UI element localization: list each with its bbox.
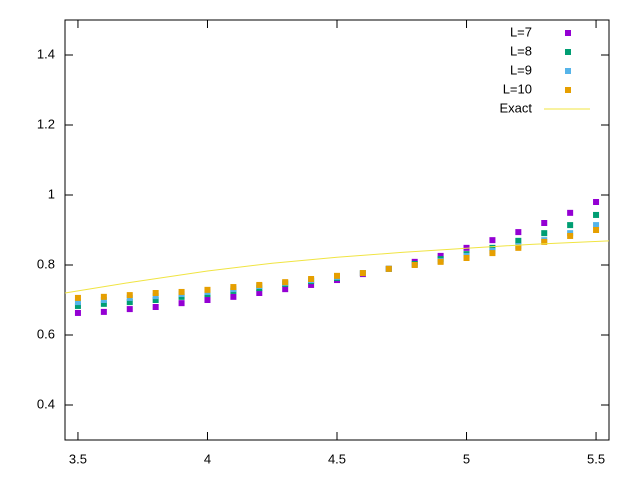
legend-label: L=8	[510, 43, 532, 58]
point	[385, 265, 392, 272]
point	[515, 237, 522, 244]
point	[100, 308, 107, 315]
x-tick-label: 4	[204, 451, 211, 466]
point	[437, 258, 444, 265]
point	[515, 244, 522, 251]
point	[567, 222, 574, 229]
point	[489, 250, 496, 257]
y-tick-label: 0.6	[37, 326, 55, 341]
point	[126, 306, 133, 313]
exact-line	[64, 240, 610, 294]
point	[74, 294, 81, 301]
point	[593, 227, 600, 233]
point	[204, 297, 211, 303]
y-tick-label: 1	[48, 186, 55, 201]
point	[593, 211, 600, 218]
point	[437, 252, 444, 259]
x-tick-label: 4.5	[328, 451, 346, 466]
legend-label: L=9	[510, 62, 532, 77]
point	[541, 238, 548, 245]
point	[463, 255, 470, 261]
y-tick-label: 1.2	[37, 116, 55, 131]
point	[152, 304, 159, 310]
point	[230, 284, 237, 291]
point	[489, 237, 496, 244]
point	[541, 220, 548, 226]
point	[256, 281, 263, 288]
point	[541, 230, 548, 237]
point	[204, 286, 211, 293]
point	[359, 270, 366, 277]
legend-label: L=7	[510, 24, 532, 39]
point	[489, 244, 496, 251]
point	[230, 293, 237, 300]
point	[282, 279, 289, 286]
legend-marker	[565, 68, 571, 74]
point	[308, 281, 315, 288]
x-tick-label: 5.5	[587, 451, 605, 466]
point	[74, 309, 81, 316]
point	[282, 286, 289, 293]
legend-marker	[565, 49, 571, 55]
point	[593, 199, 600, 205]
legend-marker	[565, 87, 571, 93]
legend-label: L=10	[503, 81, 532, 96]
x-tick-label: 3.5	[69, 451, 87, 466]
point	[334, 272, 340, 279]
point	[152, 290, 159, 296]
point	[152, 297, 159, 303]
legend-marker	[565, 30, 571, 36]
point	[256, 290, 263, 296]
point	[100, 300, 107, 307]
point	[74, 302, 81, 309]
point	[515, 229, 522, 236]
point	[178, 300, 185, 307]
point	[126, 299, 133, 306]
legend-label: Exact	[499, 100, 532, 115]
point	[567, 232, 574, 239]
x-tick-label: 5	[463, 451, 470, 466]
point	[74, 299, 81, 306]
point	[100, 293, 107, 300]
point	[126, 292, 133, 299]
point	[152, 293, 159, 300]
point	[593, 222, 600, 229]
point	[411, 262, 418, 268]
y-tick-label: 1.4	[37, 46, 55, 61]
point	[100, 297, 107, 303]
y-tick-label: 0.8	[37, 256, 55, 271]
point	[308, 276, 315, 282]
point	[178, 288, 185, 295]
point	[567, 209, 574, 216]
y-tick-label: 0.4	[37, 396, 55, 411]
